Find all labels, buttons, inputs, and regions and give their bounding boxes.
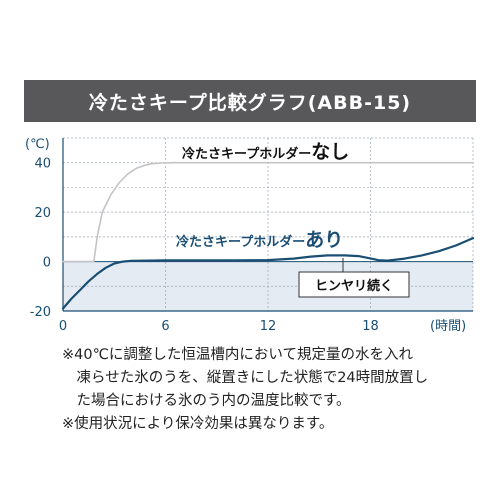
- series-label-with-holder-main: 冷たさキープホルダー: [176, 234, 305, 250]
- series-label-with-holder: 冷たさキープホルダーあり: [176, 229, 343, 251]
- series-label-without-holder: 冷たさキープホルダーなし: [182, 141, 349, 163]
- x-tick-label: 6: [161, 319, 169, 334]
- note-line-2: 凍らせた氷のうを、縦置きにした状態で24時間放置し: [62, 370, 429, 386]
- x-axis-label: (時間): [430, 319, 466, 334]
- series-line-with-holder: [61, 237, 475, 310]
- series-label-with-holder-emphasis: あり: [305, 229, 343, 251]
- note-line-4: ※使用状況により保冷効果は異なります。: [62, 416, 334, 432]
- x-tick-label: 18: [362, 319, 379, 334]
- x-tick-label: 0: [59, 319, 67, 334]
- y-tick-label: -20: [30, 305, 51, 320]
- note-line-1: ※40℃に調整した恒温槽内において規定量の水を入れ: [62, 347, 413, 363]
- annotation-box: [298, 271, 410, 298]
- y-tick-label: 20: [34, 206, 51, 221]
- note-line-3: た場合における氷のう内の温度比較です。: [62, 393, 351, 409]
- y-tick-label: 0: [43, 256, 51, 271]
- annotation-text: ヒンヤリ続く: [315, 278, 393, 294]
- x-tick-label: 12: [260, 319, 277, 334]
- series-label-without-holder-main: 冷たさキープホルダー: [182, 146, 311, 162]
- series-label-without-holder-emphasis: なし: [311, 141, 349, 163]
- y-axis-label: (℃): [25, 137, 50, 152]
- chart-title: 冷たさキープ比較グラフ(ABB-15): [24, 80, 476, 122]
- series-line-without-holder: [62, 161, 474, 263]
- y-tick-label: 40: [34, 157, 51, 172]
